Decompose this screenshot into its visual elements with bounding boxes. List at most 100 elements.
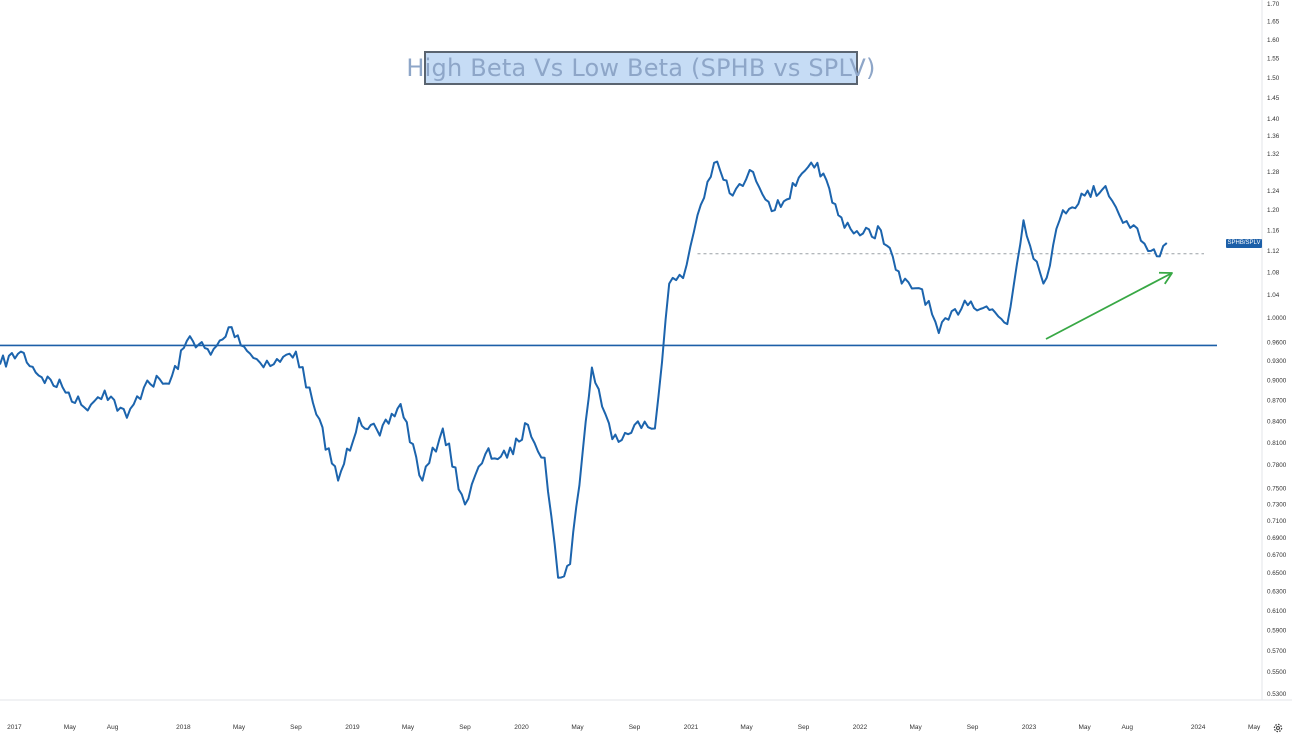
y-tick-label: 0.8400: [1267, 418, 1287, 425]
x-axis-ticks: 2017 May Aug 2018 May Sep 2019 May Sep 2020 May Sep…: [7, 724, 1261, 731]
x-tick-label: May: [909, 724, 922, 731]
y-tick-label: 0.6700: [1267, 552, 1287, 559]
x-tick-label: Sep: [629, 724, 641, 731]
data-point: [1166, 242, 1168, 244]
x-tick-label: Aug: [107, 724, 119, 731]
chart-title: High Beta Vs Low Beta (SPHB vs SPLV): [406, 54, 876, 82]
data-point: [1006, 323, 1008, 325]
data-point: [591, 366, 593, 369]
data-point: [379, 435, 381, 437]
y-tick-label: 1.16: [1267, 227, 1280, 234]
data-point: [985, 305, 988, 308]
x-tick-label: May: [571, 724, 584, 731]
data-point: [795, 185, 797, 187]
y-tick-label: 0.5500: [1267, 669, 1287, 676]
x-tick-label: Sep: [798, 724, 810, 731]
y-tick-label: 1.65: [1267, 19, 1280, 26]
gear-icon[interactable]: [1272, 722, 1284, 734]
x-tick-label: May: [64, 724, 77, 731]
y-tick-label: 0.6300: [1267, 589, 1287, 596]
trend-arrow-shaft: [1045, 272, 1173, 340]
data-point: [880, 229, 882, 231]
x-tick-label: 2019: [345, 724, 360, 731]
y-tick-label: 0.7800: [1267, 462, 1287, 469]
y-tick-label: 0.9600: [1267, 339, 1287, 346]
data-point: [400, 403, 402, 405]
data-point: [557, 577, 559, 579]
y-tick-label: 1.12: [1267, 248, 1280, 255]
x-tick-label: Sep: [290, 724, 302, 731]
data-point: [964, 300, 966, 302]
x-tick-label: May: [233, 724, 246, 731]
data-point: [654, 427, 656, 430]
data-point: [527, 424, 529, 426]
data-point: [41, 376, 43, 378]
x-tick-label: 2017: [7, 724, 22, 731]
x-tick-label: Aug: [1121, 724, 1133, 731]
x-tick-label: May: [1079, 724, 1092, 731]
data-point: [682, 277, 684, 279]
y-tick-label: 1.0000: [1267, 315, 1287, 322]
x-tick-label: 2021: [684, 724, 699, 731]
x-tick-label: 2020: [514, 724, 529, 731]
data-point: [337, 480, 339, 482]
series-price-tag: SPHB/SPLV: [1226, 239, 1262, 248]
y-tick-label: 1.45: [1267, 95, 1280, 102]
data-point: [252, 357, 254, 359]
axis-lines: [0, 0, 1292, 701]
data-point: [1062, 209, 1064, 211]
data-point: [752, 171, 754, 173]
x-tick-label: Sep: [967, 724, 979, 731]
data-point: [20, 351, 22, 353]
data-point: [273, 363, 275, 365]
data-point: [421, 480, 423, 482]
data-point: [938, 332, 940, 334]
data-point: [611, 438, 613, 440]
x-tick-label: 2024: [1191, 724, 1206, 731]
data-point: [837, 214, 839, 216]
x-tick-label: 2022: [853, 724, 868, 731]
data-point: [295, 351, 297, 353]
y-tick-label: 0.6900: [1267, 535, 1287, 542]
trend-arrow-head: [1158, 271, 1173, 285]
data-point: [1042, 283, 1045, 285]
data-point: [901, 283, 903, 285]
data-point: [1147, 250, 1149, 252]
y-tick-label: 1.60: [1267, 37, 1280, 44]
data-point: [358, 417, 360, 419]
y-tick-label: 1.24: [1267, 188, 1280, 195]
y-tick-label: 0.6500: [1267, 570, 1287, 577]
data-point: [126, 417, 128, 419]
y-tick-label: 0.8100: [1267, 440, 1287, 447]
data-point: [189, 335, 191, 337]
y-tick-label: 1.28: [1267, 169, 1280, 176]
data-point: [713, 162, 715, 164]
data-point: [774, 209, 776, 211]
y-tick-label: 1.40: [1267, 116, 1280, 123]
x-tick-label: May: [1248, 724, 1261, 731]
data-point: [544, 457, 546, 459]
y-axis-ticks: 1.70 1.65 1.60 1.55 1.50 1.45 1.40 1.36 1.32 1.28…: [1267, 1, 1287, 698]
series-layer: [0, 160, 1168, 579]
data-point: [1022, 219, 1025, 221]
data-point: [569, 563, 571, 565]
y-tick-label: 1.04: [1267, 292, 1280, 299]
y-tick-label: 0.7300: [1267, 501, 1287, 508]
data-point: [61, 386, 64, 388]
data-point: [230, 326, 233, 328]
x-tick-label: Sep: [459, 724, 471, 731]
y-tick-label: 0.7100: [1267, 518, 1287, 525]
y-tick-label: 1.70: [1267, 1, 1280, 8]
data-point: [633, 424, 636, 426]
data-point: [83, 406, 85, 409]
data-point: [732, 194, 734, 197]
y-tick-label: 1.36: [1267, 133, 1280, 140]
y-tick-label: 0.9000: [1267, 378, 1287, 385]
x-tick-label: 2018: [176, 724, 191, 731]
data-point: [1104, 185, 1107, 187]
data-point: [442, 427, 444, 430]
y-tick-label: 0.5700: [1267, 648, 1287, 655]
data-point: [696, 214, 699, 216]
y-tick-label: 0.6100: [1267, 608, 1287, 615]
